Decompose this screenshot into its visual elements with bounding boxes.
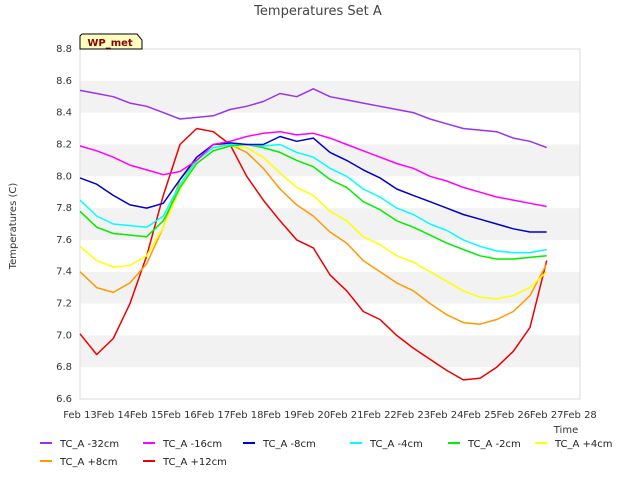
grid-band (80, 176, 580, 209)
x-tick-label: Feb 14 (97, 410, 131, 421)
badge: WP_met (79, 33, 143, 50)
y-tick-label: 7.6 (56, 235, 72, 246)
x-tick-label: Feb 22 (363, 410, 397, 421)
series-line (79, 130, 547, 208)
y-tick-label: 7.0 (56, 330, 72, 341)
series-line (79, 143, 547, 260)
y-tick-label: 8.4 (56, 108, 72, 119)
x-tick-label: Feb 18 (230, 410, 264, 421)
y-tick-label: 6.8 (56, 362, 72, 373)
badge-label: WP_met (87, 38, 133, 49)
series-line (79, 135, 547, 233)
series-line (79, 88, 547, 149)
plot-frame (79, 48, 581, 400)
legend-label: TC_A +4cm (554, 439, 613, 450)
y-tick-label: 8.8 (56, 44, 72, 55)
y-tick-labels: 6.6 6.8 7.0 7.2 7.4 7.6 7.8 8.0 8.2 8.4 8.6 8.8 (56, 44, 72, 405)
x-tick-label: Feb 27 (530, 410, 564, 421)
y-axis-label: Temperatures (C) (8, 183, 19, 271)
grid-band (80, 49, 580, 81)
x-tick-label: Feb 26 (497, 410, 531, 421)
grid-band (80, 367, 580, 399)
x-tick-label: Feb 16 (163, 410, 197, 421)
legend: TC_A -32cm TC_A -16cm TC_A -8cm TC_A -4cm TC… (40, 439, 613, 468)
x-tick-labels: Feb 13 Feb 14 Feb 15 Feb 16 Feb 17 Feb 18 Feb … (63, 410, 597, 421)
x-tick-label: Feb 19 (263, 410, 297, 421)
legend-label: TC_A -8cm (262, 439, 316, 450)
x-tick-label: Feb 15 (130, 410, 164, 421)
x-tick-label: Feb 28 (563, 410, 597, 421)
grid-band (80, 239, 580, 272)
series-line (79, 143, 548, 325)
series-line (79, 143, 547, 254)
x-tick-label: Feb 21 (330, 410, 364, 421)
legend-label: TC_A +8cm (59, 457, 118, 468)
legend-label: TC_A +12cm (162, 457, 227, 468)
legend-label: TC_A -4cm (369, 439, 423, 450)
x-tick-label: Feb 24 (430, 410, 464, 421)
grid-band (80, 144, 580, 177)
x-tick-label: Feb 25 (463, 410, 497, 421)
x-tick-label: Feb 23 (397, 410, 431, 421)
x-tick-label: Feb 17 (197, 410, 231, 421)
grid-band (80, 112, 580, 145)
legend-label: TC_A -2cm (467, 439, 521, 450)
y-tick-label: 7.2 (56, 299, 72, 310)
grid-band (80, 271, 580, 304)
y-tick-label: 8.6 (56, 76, 72, 87)
y-tick-label: 6.6 (56, 394, 72, 405)
y-tick-label: 8.2 (56, 139, 72, 150)
series-lines (79, 88, 548, 381)
x-tick-label: Feb 20 (297, 410, 331, 421)
grid-band (80, 303, 580, 336)
x-tick-label: Feb 13 (63, 410, 97, 421)
series-line (79, 127, 548, 381)
legend-label: TC_A -16cm (162, 439, 222, 450)
y-tick-label: 7.8 (56, 203, 72, 214)
badge-shape (79, 33, 143, 50)
x-axis-label: Time (553, 425, 578, 436)
y-tick-label: 8.0 (56, 171, 72, 182)
series-line (79, 145, 548, 300)
chart-title: Temperatures Set A (253, 4, 382, 19)
legend-label: TC_A -32cm (59, 439, 119, 450)
y-tick-label: 7.4 (56, 267, 72, 278)
grid-band (80, 335, 580, 368)
